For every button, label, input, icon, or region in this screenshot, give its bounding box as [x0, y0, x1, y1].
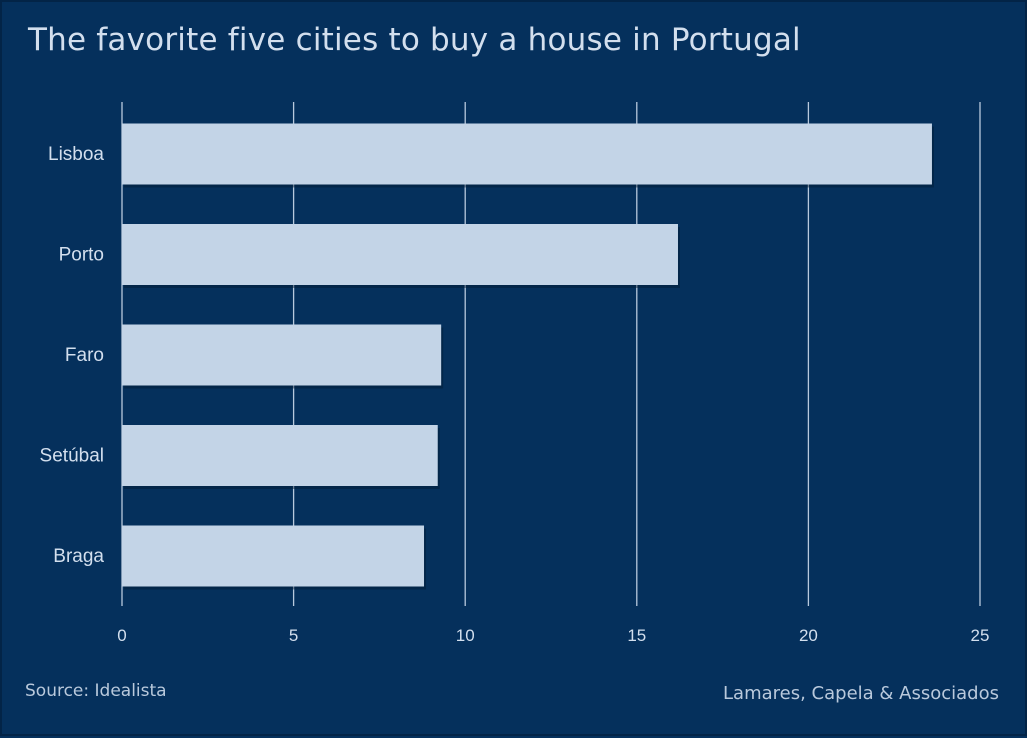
x-tick-label: 25 [971, 626, 990, 645]
bar-set-bal [122, 425, 438, 486]
x-axis-ticks: 0 5 10 15 20 25 [117, 626, 989, 645]
x-tick-label: 20 [799, 626, 818, 645]
category-label: Braga [53, 546, 104, 567]
x-tick-label: 15 [627, 626, 646, 645]
x-tick-label: 0 [117, 626, 126, 645]
bar-faro [122, 324, 442, 386]
category-label: Faro [65, 345, 104, 366]
bar-porto [122, 224, 678, 285]
category-label: Setúbal [40, 446, 104, 467]
x-tick-label: 10 [456, 626, 475, 645]
category-label: Porto [59, 245, 104, 266]
category-labels: Lisboa Porto Faro Setúbal Braga [40, 144, 105, 567]
credit-note: Lamares, Capela & Associados [723, 683, 999, 704]
category-label: Lisboa [48, 144, 104, 165]
chart-title: The favorite five cities to buy a house … [28, 22, 801, 58]
source-note: Source: Idealista [25, 681, 167, 701]
bars [122, 123, 934, 590]
bar-braga [122, 525, 425, 587]
bar-lisboa [122, 123, 932, 185]
x-tick-label: 5 [289, 626, 298, 645]
